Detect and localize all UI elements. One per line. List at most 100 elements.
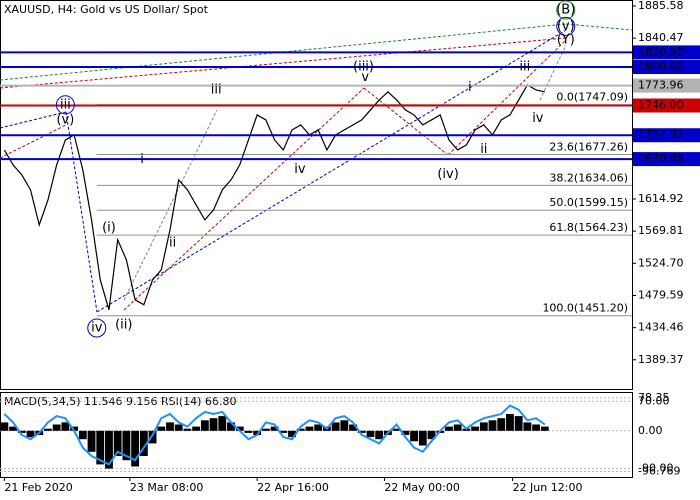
macd-bar — [366, 430, 375, 438]
macd-bar — [314, 424, 323, 431]
wave-label: ii — [480, 142, 487, 157]
wave-circle — [87, 318, 107, 338]
trend-line — [0, 37, 567, 89]
macd-tick-label: 70.00 — [638, 394, 670, 407]
macd-bar — [471, 426, 480, 431]
trend-line — [565, 23, 633, 31]
macd-bar — [174, 424, 183, 431]
wave-label: i — [468, 80, 472, 95]
main-frame — [0, 0, 633, 390]
level-box — [633, 60, 700, 75]
level-label: 1820.50 — [638, 45, 684, 58]
y-tick-label: 1389.37 — [638, 353, 684, 366]
macd-tick-label: 0.00 — [638, 424, 663, 437]
trend-lines — [0, 23, 633, 313]
macd-bar — [340, 420, 349, 431]
y-tick-label: 1524.70 — [638, 256, 684, 269]
wave-label: iv — [532, 111, 544, 126]
wave-label: (i) — [102, 221, 116, 236]
wave-label: ii — [169, 236, 176, 251]
macd-bar — [200, 420, 209, 431]
macd-bar — [113, 430, 122, 456]
level-box — [633, 45, 700, 60]
macd-bar — [122, 430, 131, 461]
macd-bar — [17, 430, 26, 433]
macd-bar — [270, 426, 279, 431]
macd-bar — [227, 422, 235, 431]
x-tick-label: 22 Jun 12:00 — [513, 481, 583, 494]
macd-bar — [26, 430, 35, 438]
macd-bar — [139, 430, 148, 456]
trend-line — [447, 39, 567, 156]
macd-bar — [244, 430, 253, 433]
macd-bar — [488, 420, 497, 431]
wave-label: (v) — [56, 112, 74, 127]
macd-bar — [183, 428, 192, 431]
level-box — [633, 98, 700, 113]
x-tick-label: 22 May 00:00 — [384, 481, 459, 494]
wave-label: i — [140, 152, 144, 167]
macd-bar — [52, 424, 61, 431]
macd-tick-label: -96.769 — [638, 464, 680, 477]
macd-bar — [157, 426, 166, 431]
x-tick-label: 21 Feb 2020 — [4, 481, 72, 494]
macd-tick-label: -90.00 — [638, 462, 673, 475]
wave-label: iii — [211, 82, 222, 97]
wave-circle — [55, 95, 75, 115]
macd-bar — [192, 426, 201, 431]
fib-label: 50.0(1599.15) — [549, 196, 628, 209]
wave-label: (v) — [557, 19, 575, 34]
y-tick-label: 1840.47 — [638, 31, 684, 44]
y-tick-label: 1614.92 — [638, 192, 684, 205]
wave-label: (iv) — [437, 167, 458, 182]
macd-bar — [105, 430, 113, 469]
macd-bar — [514, 416, 523, 431]
macd-bar — [427, 430, 436, 440]
level-label: 1773.96 — [638, 79, 684, 92]
trend-line — [123, 109, 218, 301]
wave-label: (iii) — [353, 60, 374, 75]
macd-bar — [305, 426, 314, 431]
macd-bar — [375, 430, 384, 440]
level-box — [633, 128, 700, 143]
macd-bar — [445, 426, 453, 431]
macd-bar — [540, 426, 549, 431]
macd-tick-label: 78.35 — [638, 391, 670, 404]
macd-bar — [331, 422, 340, 431]
macd-bar — [349, 424, 357, 431]
macd-bar — [9, 426, 17, 431]
macd-bar — [479, 422, 488, 431]
chart-title: XAUUSD, H4: Gold vs US Dollar/ Spot — [4, 3, 209, 16]
wave-label: (ii) — [115, 318, 132, 333]
fib-label: 23.6(1677.26) — [549, 141, 628, 154]
y-tick-label: 1569.81 — [638, 224, 684, 237]
level-label: 1670.86 — [638, 152, 684, 165]
trend-line — [363, 87, 449, 156]
x-tick-label: 23 Mar 08:00 — [130, 481, 203, 494]
wave-label: iv — [91, 320, 103, 335]
price-line — [3, 84, 545, 310]
level-box — [633, 152, 700, 167]
wave-label: (B) — [556, 2, 575, 17]
wave-label: iii — [519, 60, 530, 75]
macd-bar — [61, 422, 70, 431]
fib-label: 100.0(1451.20) — [542, 302, 628, 315]
macd-bar — [235, 426, 244, 431]
trend-line — [539, 44, 567, 101]
wave-label: iv — [294, 162, 306, 177]
fib-label: 0.0(1747.09) — [556, 91, 628, 104]
macd-bar — [497, 418, 506, 431]
macd-bar — [279, 430, 288, 433]
signal-line — [3, 404, 546, 466]
level-box — [633, 78, 700, 93]
macd-bar — [392, 428, 401, 431]
macd-bar — [410, 430, 418, 442]
trend-line — [123, 87, 365, 311]
level-label: 1746.00 — [638, 99, 684, 112]
level-label: 1704.32 — [638, 128, 684, 141]
macd-bar — [78, 430, 87, 440]
macd-bar — [253, 430, 262, 435]
macd-bar — [70, 426, 79, 431]
macd-bar — [148, 430, 157, 444]
